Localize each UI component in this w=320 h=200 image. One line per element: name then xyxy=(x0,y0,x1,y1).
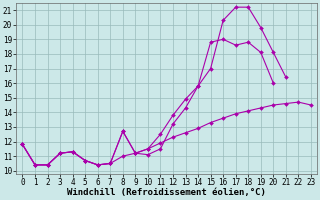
X-axis label: Windchill (Refroidissement éolien,°C): Windchill (Refroidissement éolien,°C) xyxy=(67,188,266,197)
